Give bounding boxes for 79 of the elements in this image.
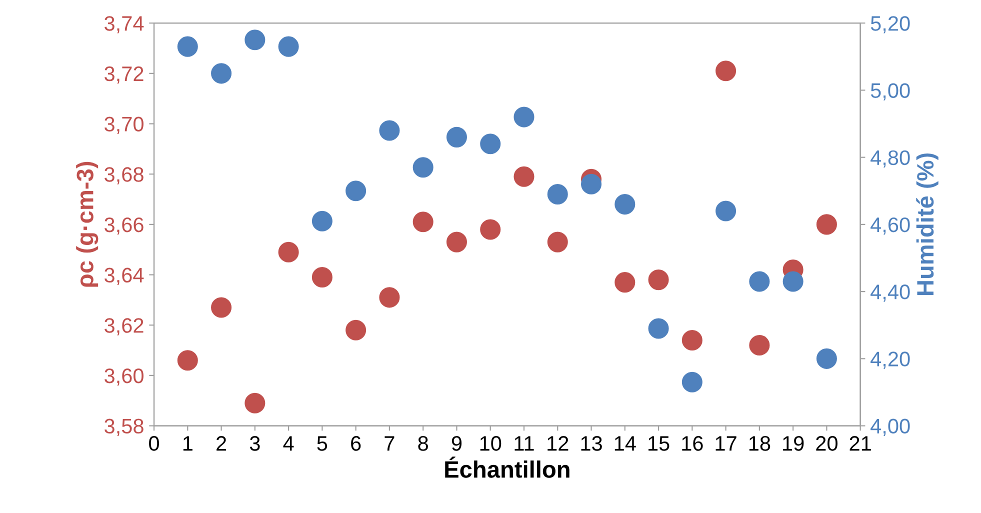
x-tick-label: 3 (250, 436, 260, 451)
x-tick-label: 20 (816, 436, 838, 451)
point (480, 219, 501, 240)
y2-tick-label: 4,00 (870, 418, 910, 436)
point (278, 36, 299, 57)
point (177, 350, 198, 371)
point (244, 392, 266, 414)
x-tick-label: 17 (716, 436, 736, 451)
point (749, 334, 770, 356)
y-tick-label: 3,74 (104, 16, 144, 34)
point (749, 271, 770, 292)
y-tick-label: 3,68 (104, 167, 144, 184)
point (682, 372, 702, 392)
x-tick-label: 6 (351, 436, 361, 451)
point (682, 330, 702, 350)
point (648, 318, 669, 339)
point (547, 232, 568, 252)
point (716, 60, 736, 82)
point (346, 320, 366, 340)
x-axis-title: Échantillon (445, 456, 570, 478)
point (614, 194, 636, 215)
y-tick-label: 3,58 (104, 418, 144, 436)
x-tick-label: 0 (149, 436, 159, 451)
x-tick-label: 2 (216, 436, 226, 451)
point (312, 210, 332, 232)
point (716, 200, 736, 222)
point (580, 174, 602, 194)
y-tick-label: 3,64 (104, 268, 144, 285)
point (379, 120, 400, 141)
point (379, 287, 400, 308)
y-tick-label: 3,70 (104, 116, 144, 134)
y2-tick-label: 4,40 (870, 284, 910, 302)
x-tick-label: 9 (452, 436, 462, 451)
x-tick-label: 11 (514, 436, 534, 451)
point (648, 270, 669, 290)
x-tick-label: 16 (682, 436, 703, 451)
point (816, 348, 837, 369)
x-tick-label: 19 (783, 436, 804, 451)
x-tick-label: 5 (317, 436, 328, 451)
point (412, 212, 434, 232)
x-tick-label: 15 (648, 436, 670, 451)
point (312, 267, 332, 288)
point (514, 166, 534, 187)
x-tick-label: 8 (418, 436, 428, 451)
y-tick-label: 3,60 (104, 368, 144, 386)
x-tick-label: 21 (850, 436, 871, 451)
y-tick-label: 3,66 (104, 217, 144, 235)
x-tick-label: 14 (614, 436, 636, 451)
y2-tick-label: 5,20 (870, 16, 910, 34)
y-axis-title: ρc (g·cm-3) (76, 162, 98, 287)
point (547, 184, 568, 204)
y2-tick-label: 4,60 (870, 217, 910, 235)
point (446, 232, 467, 252)
y2-tick-label: 5,00 (870, 83, 910, 100)
point (412, 157, 434, 178)
point (244, 30, 266, 50)
point (480, 134, 501, 154)
point (346, 180, 366, 202)
point (211, 297, 232, 318)
x-tick-label: 7 (384, 436, 394, 451)
point (782, 271, 804, 292)
x-tick-label: 18 (749, 436, 770, 451)
y2-tick-label: 4,20 (870, 352, 910, 369)
point (278, 242, 299, 262)
y2-axis-title: Humidité (%) (916, 153, 938, 295)
x-tick-label: 10 (480, 436, 502, 451)
y-tick-label: 3,62 (104, 318, 144, 336)
x-tick-label: 4 (283, 436, 294, 451)
y-tick-label: 3,72 (104, 66, 144, 84)
point (816, 214, 837, 235)
y2-tick-label: 4,80 (870, 150, 910, 168)
x-tick-label: 13 (581, 436, 602, 451)
x-tick-label: 1 (183, 436, 192, 451)
x-tick-label: 12 (548, 436, 568, 451)
point (211, 63, 232, 84)
point (614, 272, 636, 293)
point (446, 126, 467, 148)
point (177, 36, 198, 57)
point (514, 106, 534, 128)
